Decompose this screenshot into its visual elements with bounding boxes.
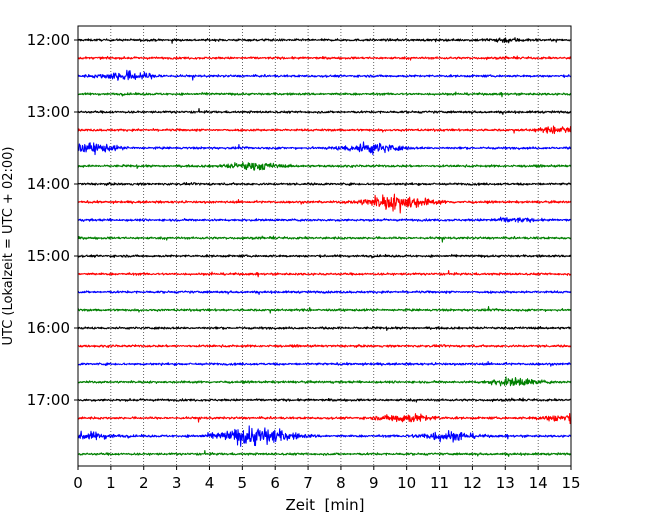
- seismic-trace: [77, 235, 572, 243]
- x-tick-label: 8: [336, 474, 346, 492]
- seismic-trace: [77, 449, 572, 457]
- seismic-trace: [77, 253, 572, 259]
- x-tick-label: 7: [303, 474, 313, 492]
- seismic-trace: [77, 290, 572, 295]
- seismic-trace: [77, 305, 572, 314]
- x-tick-label: 14: [529, 474, 548, 492]
- seismic-trace: [77, 125, 572, 135]
- y-tick-label: 16:00: [27, 319, 70, 337]
- seismic-trace: [77, 216, 572, 223]
- seismic-trace: [77, 69, 572, 81]
- x-tick-label: 9: [369, 474, 379, 492]
- x-tick-label: 1: [106, 474, 116, 492]
- y-tick-label: 15:00: [27, 247, 70, 265]
- seismic-trace: [77, 376, 572, 387]
- x-tick-label: 5: [238, 474, 248, 492]
- plot-frame: [77, 25, 572, 467]
- x-axis-title: Zeit [min]: [285, 496, 364, 514]
- seismic-trace: [77, 162, 572, 171]
- seismic-trace: [77, 141, 572, 156]
- y-tick-layer: 12:00 13:00 14:00 15:00 16:00 17:00: [27, 31, 78, 409]
- y-tick-label: 12:00: [27, 31, 70, 49]
- seismic-trace: [77, 55, 572, 61]
- grid-layer: [110, 26, 539, 466]
- x-tick-label: 15: [561, 474, 580, 492]
- seismic-trace: [77, 397, 572, 403]
- seismic-trace: [77, 193, 572, 214]
- y-tick-label: 17:00: [27, 391, 70, 409]
- x-tick-label: 2: [139, 474, 149, 492]
- seismic-trace: [77, 360, 572, 367]
- seismic-trace: [77, 37, 572, 44]
- x-tick-label: 13: [496, 474, 515, 492]
- y-axis-title: UTC (Lokalzeit = UTC + 02:00): [1, 147, 16, 346]
- x-tick-label: 12: [463, 474, 482, 492]
- x-tick-label: 6: [270, 474, 280, 492]
- trace-layer: [77, 37, 572, 457]
- x-tick-label: 3: [172, 474, 182, 492]
- x-tick-label: 10: [397, 474, 416, 492]
- seismic-trace: [77, 91, 572, 98]
- seismic-trace: [77, 425, 572, 447]
- x-tick-layer: 0 1 2 3 4 5 6 7 8 9 10 11 12 13 14 15: [73, 466, 581, 492]
- x-tick-label: 11: [430, 474, 449, 492]
- y-tick-label: 13:00: [27, 103, 70, 121]
- x-tick-label: 4: [205, 474, 215, 492]
- seismic-trace: [77, 412, 572, 425]
- seismic-trace: [77, 325, 572, 331]
- seismic-trace: [77, 181, 572, 186]
- seismic-trace: [77, 269, 572, 278]
- seismic-trace: [77, 107, 572, 115]
- x-tick-label: 0: [73, 474, 83, 492]
- seismic-trace: [77, 343, 572, 348]
- y-tick-label: 14:00: [27, 175, 70, 193]
